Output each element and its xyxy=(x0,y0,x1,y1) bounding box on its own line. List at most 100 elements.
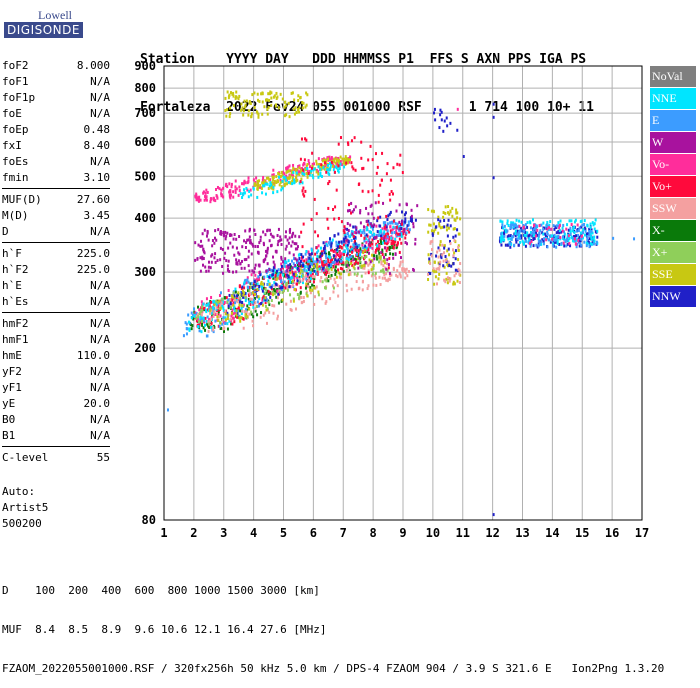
echo-point xyxy=(284,273,287,277)
echo-point xyxy=(306,262,309,266)
echo-point xyxy=(269,232,272,236)
param-value: N/A xyxy=(90,91,110,104)
echo-point xyxy=(446,262,449,266)
echo-point xyxy=(344,239,347,243)
echo-point xyxy=(242,326,245,330)
echo-point xyxy=(267,106,270,110)
echo-point xyxy=(396,275,399,279)
echo-point xyxy=(392,166,395,170)
echo-point xyxy=(532,228,535,232)
echo-point xyxy=(364,246,367,250)
echo-point xyxy=(226,327,229,331)
echo-point xyxy=(381,233,384,237)
echo-point xyxy=(217,318,220,322)
echo-point xyxy=(332,168,335,172)
echo-point xyxy=(280,255,283,259)
echo-point xyxy=(323,244,326,248)
echo-point xyxy=(321,280,324,284)
param-row: B0 N/A xyxy=(2,412,110,428)
echo-point xyxy=(359,211,362,215)
echo-point xyxy=(585,244,588,248)
echo-point xyxy=(547,238,550,242)
echo-point xyxy=(349,235,352,239)
echo-point xyxy=(369,260,372,264)
echo-point xyxy=(337,268,340,272)
echo-point xyxy=(203,323,206,327)
echo-point xyxy=(454,218,457,222)
echo-point xyxy=(206,322,209,326)
echo-point xyxy=(529,230,532,234)
echo-point xyxy=(393,230,396,234)
echo-point xyxy=(573,231,576,235)
echo-point xyxy=(252,315,255,319)
echo-point xyxy=(364,235,367,239)
echo-point xyxy=(443,225,446,229)
echo-point xyxy=(298,275,301,279)
logo-digisonde: DIGISONDE xyxy=(4,22,83,38)
echo-point xyxy=(283,280,286,284)
echo-point xyxy=(235,187,238,191)
param-key: h`Es xyxy=(2,295,29,308)
echo-point xyxy=(330,157,333,161)
echo-point xyxy=(316,270,319,274)
echo-point xyxy=(308,265,311,269)
echo-point xyxy=(291,91,294,95)
echo-point xyxy=(511,235,514,239)
echo-point xyxy=(373,236,376,240)
echo-point xyxy=(316,254,319,258)
echo-point xyxy=(389,221,392,225)
echo-point xyxy=(565,227,568,231)
echo-point xyxy=(233,233,236,237)
echo-point xyxy=(243,286,246,290)
echo-point xyxy=(412,225,415,229)
echo-point xyxy=(594,218,597,222)
echo-point xyxy=(308,169,311,173)
echo-point xyxy=(456,279,459,283)
echo-point xyxy=(547,228,550,232)
echo-point xyxy=(574,218,577,222)
echo-point xyxy=(224,237,227,241)
echo-point xyxy=(289,293,292,297)
echo-point xyxy=(285,244,288,248)
echo-point xyxy=(519,226,522,230)
echo-point xyxy=(277,301,280,305)
echo-point xyxy=(343,231,346,235)
echo-point xyxy=(215,187,218,191)
echo-point xyxy=(324,254,327,258)
echo-point xyxy=(276,234,279,238)
param-row: foEp 0.48 xyxy=(2,122,110,138)
echo-point xyxy=(242,289,245,293)
echo-point xyxy=(232,301,235,305)
echo-point xyxy=(430,254,433,258)
echo-point xyxy=(280,264,283,268)
echo-point xyxy=(357,261,360,265)
echo-point xyxy=(355,260,358,264)
echo-point xyxy=(352,265,355,269)
echo-point xyxy=(301,300,304,304)
echo-point xyxy=(329,264,332,268)
echo-point xyxy=(258,297,261,301)
echo-point xyxy=(342,250,345,254)
echo-point xyxy=(235,296,238,300)
echo-point xyxy=(366,225,369,229)
echo-point xyxy=(339,245,342,249)
echo-point xyxy=(202,306,205,310)
echo-point xyxy=(237,291,240,295)
echo-point xyxy=(331,164,334,168)
echo-point xyxy=(366,223,369,227)
auto-artist: Artist5 xyxy=(2,501,49,514)
echo-point xyxy=(217,313,220,317)
echo-point xyxy=(501,223,504,227)
echo-point xyxy=(388,245,391,249)
echo-point xyxy=(269,90,272,94)
echo-point xyxy=(554,240,557,244)
echo-point xyxy=(432,222,435,226)
echo-point xyxy=(432,268,435,272)
echo-point xyxy=(267,300,270,304)
echo-point xyxy=(320,174,323,178)
x-tick-label: 9 xyxy=(399,526,406,540)
echo-point xyxy=(386,231,389,235)
echo-point xyxy=(308,288,311,292)
echo-point xyxy=(283,105,286,109)
echo-point xyxy=(249,297,252,301)
